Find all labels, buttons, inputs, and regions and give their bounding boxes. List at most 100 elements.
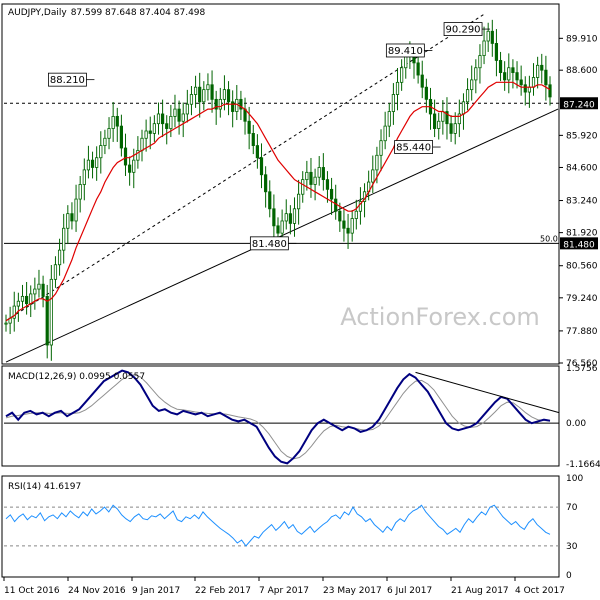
candle-body (136, 150, 140, 161)
candle-body (523, 84, 527, 93)
candle-body (165, 123, 169, 129)
rsi-tick-label: 0 (566, 571, 572, 581)
rsi-tick-label: 100 (566, 474, 583, 484)
candle-body (334, 198, 338, 212)
candle-body (49, 278, 53, 346)
rsi-tick-label: 30 (566, 542, 578, 552)
price-tick-label: 88.600 (566, 66, 598, 76)
macd-panel-frame (1, 365, 560, 467)
macd-layer: 1.5756 0.00 -1.1664 (4, 364, 600, 470)
candle-body (292, 208, 297, 224)
x-axis-label: 6 Jul 2017 (387, 586, 432, 596)
candle-body (338, 210, 342, 222)
price-tick-label: 84.600 (566, 163, 598, 173)
candle-body (255, 145, 259, 159)
candle-body (548, 84, 552, 98)
candle-body (325, 179, 330, 190)
candle-body (342, 220, 346, 229)
macd-signal-line (5, 374, 551, 460)
candle-body (280, 220, 284, 234)
x-axis-label: 21 Aug 2017 (451, 586, 509, 596)
price-tag-81.480: 81.480 (563, 240, 595, 250)
rsi-line (5, 504, 551, 547)
candle-body (387, 111, 391, 127)
candle-body (494, 43, 499, 61)
candle-body (107, 128, 111, 139)
candle-body (457, 113, 461, 125)
candle-body (371, 169, 375, 183)
candle-body (247, 120, 251, 134)
x-axis-layer: 11 Oct 2016 24 Nov 2016 9 Jan 2017 22 Feb 2… (3, 577, 565, 596)
candle-body (57, 249, 62, 266)
candle-body (288, 213, 292, 224)
candle-body (329, 188, 334, 200)
price-tick-label: 89.910 (566, 34, 598, 44)
candle-body (301, 179, 305, 195)
candle-body (181, 113, 185, 122)
label-90290-text: 90.290 (446, 25, 481, 36)
channel-trendline-dashed (5, 13, 485, 322)
price-tick-label: 76.560 (566, 359, 598, 369)
candle-body (4, 322, 8, 325)
candle-body (119, 125, 123, 149)
candle-body (62, 227, 66, 251)
rsi-layer: 100 70 30 0 (4, 474, 583, 581)
candle-body (284, 213, 288, 222)
candle-body (198, 86, 202, 103)
candle-body (161, 113, 165, 125)
x-axis-label: 11 Oct 2016 (4, 586, 60, 596)
rsi-label: RSI(14) 41.6197 (8, 482, 81, 492)
candle-body (482, 40, 486, 56)
label-85440-text: 85.440 (396, 143, 431, 154)
rsi-panel-frame (1, 475, 560, 578)
candle-body (29, 293, 33, 305)
chart-title: AUDJPY,Daily 87.599 87.648 87.404 87.498 (8, 8, 206, 18)
price-tick-label: 81.920 (566, 229, 598, 239)
candle-body (37, 283, 41, 290)
candle-body (103, 137, 107, 146)
candle-body (441, 111, 445, 122)
candle-body (206, 84, 210, 91)
candle-body (193, 86, 198, 95)
candle-body (317, 167, 321, 178)
candle-body (544, 69, 548, 86)
candle-body (78, 184, 82, 200)
price-tick-label: 80.560 (566, 262, 598, 272)
candle-body (321, 167, 325, 181)
candle-body (210, 84, 214, 100)
moving-average-line (5, 81, 551, 322)
ohlc-readout: 87.599 87.648 87.404 87.498 (71, 8, 206, 18)
candle-body (346, 227, 350, 234)
candle-body (226, 89, 231, 103)
candle-body (498, 60, 503, 74)
label-88210-text: 88.210 (50, 75, 85, 86)
candle-body (350, 218, 354, 234)
macd-tick-label: 0.00 (566, 419, 586, 429)
candle-body (515, 72, 519, 81)
watermark-text: ActionForex.com (340, 303, 540, 331)
candle-body (259, 157, 264, 176)
candle-body (231, 101, 235, 112)
candle-body (140, 137, 144, 151)
candle-body (433, 113, 437, 129)
price-layer: 88.210 89.410 90.290 85.440 81.480 89.910 88.6… (4, 13, 598, 369)
candle-body (115, 115, 119, 127)
price-tick-label: 85.920 (566, 131, 598, 141)
candle-body (132, 159, 136, 173)
candle-body (486, 30, 490, 42)
x-axis-label: 4 Oct 2017 (515, 586, 565, 596)
candle-body (123, 147, 128, 166)
candle-body (12, 305, 16, 319)
candle-body (20, 295, 25, 302)
candle-body (235, 98, 239, 112)
candle-body (144, 130, 148, 139)
candle-body (74, 198, 78, 222)
candle-body (272, 208, 276, 227)
candle-body (474, 67, 478, 81)
candle-body (33, 288, 37, 295)
price-tick-label: 83.240 (566, 197, 598, 207)
candle-body (527, 86, 531, 93)
candle-body (540, 64, 544, 71)
candle-body (268, 191, 272, 210)
